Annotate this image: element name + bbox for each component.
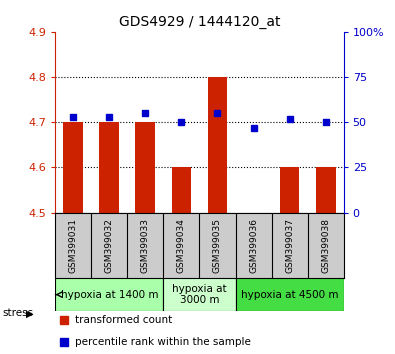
Text: GSM399033: GSM399033 xyxy=(141,218,150,273)
Text: hypoxia at
3000 m: hypoxia at 3000 m xyxy=(172,284,227,306)
Text: GSM399035: GSM399035 xyxy=(213,218,222,273)
Text: percentile rank within the sample: percentile rank within the sample xyxy=(75,337,251,347)
Bar xyxy=(100,122,119,212)
Bar xyxy=(280,167,299,212)
Text: GSM399038: GSM399038 xyxy=(321,218,330,273)
Text: GSM399037: GSM399037 xyxy=(285,218,294,273)
Text: GSM399031: GSM399031 xyxy=(69,218,78,273)
Text: transformed count: transformed count xyxy=(75,315,173,325)
Bar xyxy=(171,167,191,212)
Text: hypoxia at 4500 m: hypoxia at 4500 m xyxy=(241,290,339,299)
Bar xyxy=(135,122,155,212)
Bar xyxy=(55,278,164,311)
Text: ▶: ▶ xyxy=(26,308,33,318)
Text: GSM399036: GSM399036 xyxy=(249,218,258,273)
Title: GDS4929 / 1444120_at: GDS4929 / 1444120_at xyxy=(119,16,280,29)
Bar xyxy=(164,278,235,311)
Bar xyxy=(316,167,335,212)
Text: GSM399034: GSM399034 xyxy=(177,218,186,273)
Bar xyxy=(64,122,83,212)
Bar xyxy=(235,278,344,311)
Bar xyxy=(208,77,228,212)
Text: stress: stress xyxy=(2,308,33,318)
Text: hypoxia at 1400 m: hypoxia at 1400 m xyxy=(60,290,158,299)
Text: GSM399032: GSM399032 xyxy=(105,218,114,273)
